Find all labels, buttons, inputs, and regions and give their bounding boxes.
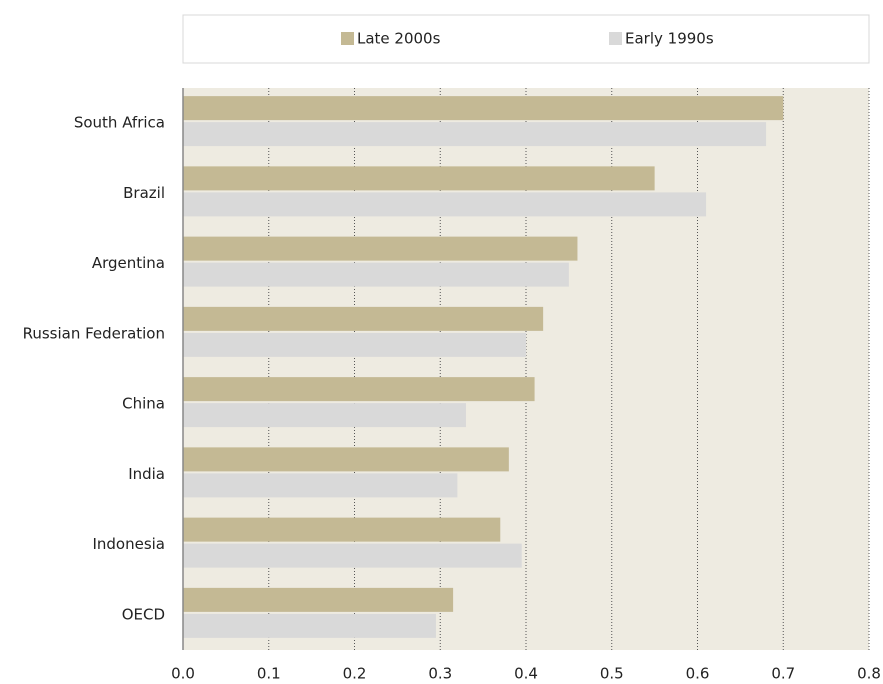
bar xyxy=(183,122,767,147)
x-tick-label: 0.2 xyxy=(343,665,367,683)
bar xyxy=(183,403,466,428)
x-tick-label: 0.1 xyxy=(257,665,281,683)
x-tick-label: 0.5 xyxy=(600,665,624,683)
y-tick-label: Indonesia xyxy=(92,535,165,553)
legend-label: Late 2000s xyxy=(357,30,441,48)
x-tick-label: 0.7 xyxy=(771,665,795,683)
y-tick-label: China xyxy=(122,395,165,413)
y-tick-label: OECD xyxy=(122,605,165,623)
bar xyxy=(183,473,458,498)
bar xyxy=(183,96,784,121)
y-tick-label: Brazil xyxy=(123,184,165,202)
x-tick-label: 0.6 xyxy=(686,665,710,683)
bar xyxy=(183,192,707,217)
legend-label: Early 1990s xyxy=(625,30,714,48)
legend-box xyxy=(182,14,870,64)
bar xyxy=(183,613,436,638)
y-tick-label: India xyxy=(128,465,165,483)
bar xyxy=(183,332,526,357)
legend-swatch xyxy=(609,32,622,45)
x-tick-label: 0.0 xyxy=(171,665,195,683)
y-tick-label: Russian Federation xyxy=(23,324,165,342)
bar xyxy=(183,306,544,331)
bar xyxy=(183,517,501,542)
bar xyxy=(183,377,535,402)
x-tick-label: 0.3 xyxy=(428,665,452,683)
bar xyxy=(183,166,655,191)
bar xyxy=(183,262,569,287)
y-tick-label: South Africa xyxy=(74,114,165,132)
bar xyxy=(183,447,509,472)
bar xyxy=(183,236,578,261)
bar xyxy=(183,543,522,568)
bar xyxy=(183,587,454,612)
x-tick-label: 0.8 xyxy=(857,665,881,683)
y-tick-label: Argentina xyxy=(92,254,165,272)
x-tick-label: 0.4 xyxy=(514,665,538,683)
legend-swatch xyxy=(341,32,354,45)
